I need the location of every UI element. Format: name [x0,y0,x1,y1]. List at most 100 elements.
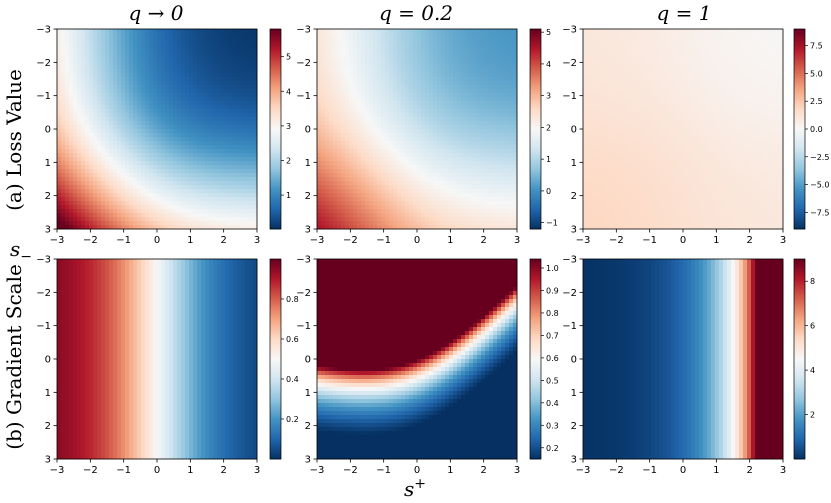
heatmap-cell [433,125,438,130]
heatmap-cell [109,113,114,118]
heatmap-cell [357,125,362,130]
heatmap-cell [477,33,482,38]
heatmap-cell [249,201,254,206]
heatmap-cell [61,97,66,102]
heatmap-cell [73,93,78,98]
heatmap-cell [85,65,90,70]
heatmap-cell [237,205,242,210]
heatmap-cell [185,81,190,86]
heatmap-cell [461,145,466,150]
heatmap-cell [201,121,206,126]
heatmap-cell [237,133,242,138]
heatmap-cell [141,157,146,162]
heatmap-cell [177,209,182,214]
heatmap-cell [389,173,394,178]
heatmap-cell [433,93,438,98]
heatmap-cell [177,105,182,110]
heatmap-cell [113,97,118,102]
heatmap-cell [57,53,62,58]
heatmap-cell [153,201,158,206]
heatmap-cell [405,77,410,82]
heatmap-cell [317,105,322,110]
heatmap-cell [333,177,338,182]
heatmap-cell [109,157,114,162]
heatmap-cell [377,85,382,90]
heatmap-cell [129,101,134,106]
heatmap-cell [357,33,362,38]
heatmap-cell [473,121,478,126]
colorbar-swatch [270,163,281,166]
heatmap-cell [217,65,222,70]
y-tick-label: 2 [45,191,51,202]
heatmap-cell [449,209,454,214]
heatmap-cell [429,181,434,186]
heatmap-cell [321,89,326,94]
heatmap-cell [81,169,86,174]
heatmap-cell [333,165,338,170]
heatmap-cell [201,69,206,74]
heatmap-cell [105,149,110,154]
heatmap-cell [513,125,518,130]
heatmap-cell [365,61,370,66]
heatmap-cell [217,165,222,170]
heatmap-cell [253,173,258,178]
heatmap-cell [397,121,402,126]
heatmap-cell [493,133,498,138]
heatmap-cell [325,37,330,42]
heatmap-cell [225,145,230,150]
heatmap-cell [493,161,498,166]
heatmap-cell [345,81,350,86]
heatmap-cell [201,153,206,158]
heatmap-cell [461,129,466,134]
heatmap-cell [345,109,350,114]
heatmap-cell [373,45,378,50]
heatmap-cell [145,149,150,154]
heatmap-cell [133,61,138,66]
heatmap-cell [381,129,386,134]
heatmap-cell [409,185,414,190]
heatmap-cell [457,125,462,130]
heatmap-cell [389,85,394,90]
heatmap-cell [169,213,174,218]
heatmap-cell [337,169,342,174]
heatmap-cell [193,117,198,122]
heatmap-cell [197,53,202,58]
heatmap-cell [225,33,230,38]
heatmap-cell [249,161,254,166]
heatmap-cell [201,141,206,146]
heatmap-cell [473,69,478,74]
heatmap-cell [393,133,398,138]
heatmap-cell [209,33,214,38]
heatmap-cell [229,153,234,158]
heatmap-cell [449,81,454,86]
heatmap-cell [361,117,366,122]
heatmap-cell [105,209,110,214]
heatmap-cell [93,89,98,94]
heatmap-cell [201,221,206,226]
heatmap-cell [189,217,194,222]
heatmap-cell [353,173,358,178]
heatmap-cell [397,133,402,138]
heatmap-cell [329,169,334,174]
heatmap-cell [193,37,198,42]
heatmap-cell [149,161,154,166]
heatmap-cell [385,49,390,54]
heatmap-cell [77,133,82,138]
colorbar-swatch [270,97,281,100]
heatmap-cell [409,65,414,70]
heatmap-cell [513,85,518,90]
heatmap-cell [101,57,106,62]
heatmap-cell [213,157,218,162]
heatmap-cell [509,77,514,82]
heatmap-cell [485,69,490,74]
heatmap-cell [477,93,482,98]
heatmap-cell [453,65,458,70]
heatmap-cell [85,105,90,110]
heatmap-cell [201,65,206,70]
heatmap-cell [177,145,182,150]
heatmap-cell [173,37,178,42]
heatmap-cell [209,113,214,118]
heatmap-cell [485,173,490,178]
heatmap-cell [121,169,126,174]
heatmap-cell [113,105,118,110]
